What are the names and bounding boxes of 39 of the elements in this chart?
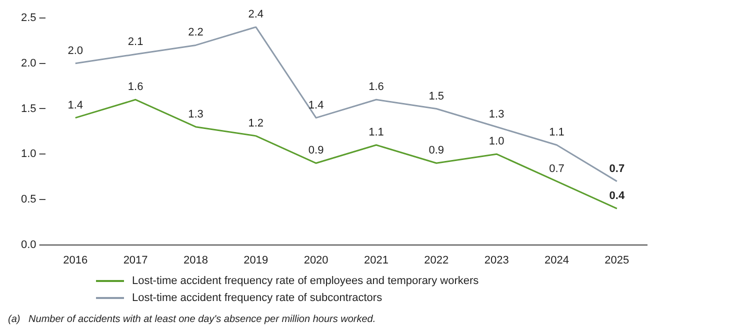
data-label: 1.4	[68, 99, 84, 112]
data-label: 1.0	[488, 136, 504, 148]
text: (a) Number of accidents with at least one day's absence per million hours worked.	[8, 314, 377, 325]
x-tick-label: 2024	[544, 254, 569, 266]
data-label: 2.4	[248, 8, 264, 21]
data-label: 0.4	[609, 190, 626, 202]
y-tick-label: 0.0	[20, 238, 36, 251]
x-tick-label: 2017	[123, 254, 148, 266]
data-label: 1.5	[428, 90, 444, 102]
data-label: 1.6	[128, 81, 144, 94]
data-label: 1.6	[368, 81, 384, 94]
data-label: 1.4	[308, 99, 324, 112]
data-label: 2.2	[188, 26, 204, 39]
data-label: 0.9	[308, 144, 324, 157]
x-tick-label: 2020	[304, 254, 328, 266]
data-label: 0.7	[549, 162, 564, 175]
x-tick-label: 2025	[604, 254, 630, 266]
x-tick-label: 2021	[364, 254, 388, 266]
x-tick-label: 2019	[244, 254, 268, 266]
y-tick-label: 2.0	[20, 57, 36, 70]
data-label: 1.1	[368, 126, 384, 139]
data-label: 0.9	[428, 144, 444, 157]
y-tick-label: 1.0	[20, 148, 36, 160]
y-tick-label: 1.5	[20, 102, 36, 115]
x-tick-label: 2018	[183, 254, 208, 266]
x-tick-label: 2023	[484, 254, 509, 266]
legend-label: Lost-time accident frequency rate of subcontractors	[132, 292, 382, 304]
data-label: 1.1	[549, 126, 564, 139]
data-label: 2.0	[68, 44, 84, 57]
data-label: 1.3	[488, 108, 504, 120]
data-label: 1.2	[248, 117, 264, 130]
y-tick-label: 2.5	[20, 12, 36, 24]
x-tick-label: 2022	[424, 254, 449, 266]
legend-label: Lost-time accident frequency rate of employees and temporary workers	[132, 274, 479, 286]
y-tick-label: 0.5	[20, 193, 36, 206]
x-tick-label: 2016	[63, 254, 88, 266]
data-label: 1.3	[188, 108, 204, 120]
data-label: 2.1	[128, 36, 144, 48]
data-label: 0.7	[609, 162, 625, 175]
